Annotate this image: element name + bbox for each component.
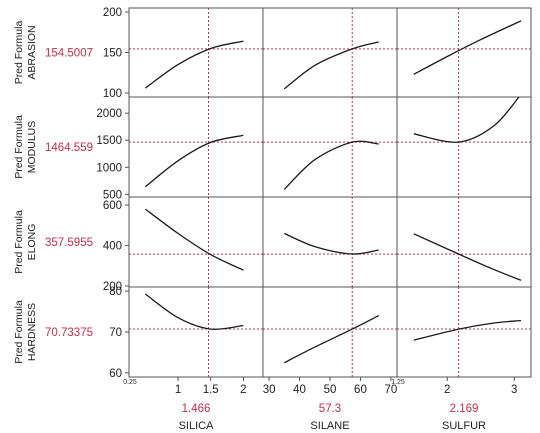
y-tick-label: 80 [109,286,122,298]
profile-curve [283,140,379,190]
profile-curve [413,20,522,75]
predicted-value: 70.73375 [45,327,93,339]
y-tick-label: 60 [109,368,122,380]
panel-elong-vs-silane [262,196,398,288]
profile-curve [144,293,244,330]
x-tick-label: 2 [444,384,450,396]
response-label-elong: Pred FormulaELONG [13,210,38,274]
x-tick-label: 1.25 [391,379,405,386]
y-tick-label: 70 [109,327,122,339]
profile-curve [284,315,380,364]
x-tick-label: 70 [385,384,398,396]
x-tick-label: 1 [175,384,181,396]
panel-hardness-vs-silane [262,286,398,378]
response-label-line2: ELONG [26,224,38,261]
profile-curve [283,41,379,90]
profile-curve [144,134,244,188]
factor-current-value[interactable]: 57.3 [319,403,341,415]
factor-name-silica: SILICA [179,420,215,432]
factor-current-value[interactable]: 2.169 [450,403,479,415]
y-tick-label: 150 [103,48,122,60]
profile-curve [413,319,522,341]
y-tick-label: 600 [103,200,122,212]
y-tick-label: 2000 [96,108,122,120]
x-tick-label: 2 [240,384,246,396]
response-label-line2: HARDNESS [26,303,38,361]
y-tick-label: 400 [103,241,122,253]
response-label-line1: Pred Formula [13,210,25,274]
y-tick-label: 1000 [96,162,122,174]
profile-curve [284,232,379,255]
response-label-abrasion: Pred FormulaABRASION [13,21,38,85]
response-label-line1: Pred Formula [13,115,25,179]
y-tick-label: 500 [103,189,122,201]
response-label-line1: Pred Formula [13,21,25,85]
response-label-line1: Pred Formula [13,300,25,364]
panel-abrasion-vs-sulfur [396,7,532,98]
factor-current-value[interactable]: 1.466 [182,403,211,415]
predicted-value: 1464.559 [45,142,93,154]
x-tick-label: 60 [354,384,367,396]
response-label-hardness: Pred FormulaHARDNESS [13,300,38,364]
x-tick-label: 1.5 [203,384,219,396]
panel-hardness-vs-sulfur [396,286,532,378]
predicted-value: 357.5955 [45,237,93,249]
x-tick-label: 3 [511,384,517,396]
panel-modulus-vs-silica [128,96,264,198]
profile-curve [413,97,520,143]
x-tick-label: 40 [293,384,306,396]
x-tick-label: 0.25 [123,379,137,386]
response-label-modulus: Pred FormulaMODULUS [13,115,38,179]
panel-modulus-vs-silane [262,96,398,198]
panel-abrasion-vs-silica [128,7,264,98]
response-label-line2: MODULUS [26,121,38,174]
profile-curve [144,208,244,271]
x-tick-label: 50 [324,384,337,396]
panel-abrasion-vs-silane [262,7,398,98]
y-tick-label: 200 [103,7,122,19]
factor-name-sulfur: SULFUR [442,420,486,432]
factor-name-silane: SILANE [310,420,349,432]
panel-elong-vs-silica [128,196,264,288]
profile-curve [144,40,244,89]
response-label-line2: ABRASION [26,25,38,79]
y-tick-label: 200 [103,281,122,293]
x-tick-label: 30 [263,384,276,396]
panel-modulus-vs-sulfur [396,96,532,198]
profile-curve [413,233,522,281]
y-tick-label: 1500 [96,135,122,147]
y-tick-label: 100 [103,88,122,100]
panel-hardness-vs-silica [128,286,264,378]
panel-elong-vs-sulfur [396,196,532,288]
predicted-value: 154.5007 [45,48,93,60]
